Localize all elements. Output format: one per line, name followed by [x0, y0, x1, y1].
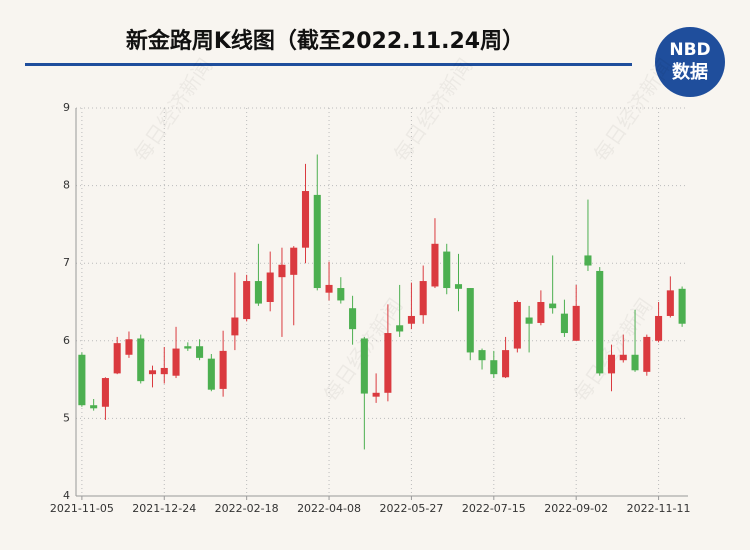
candle-body	[549, 303, 557, 309]
candle-body	[184, 346, 192, 349]
candle-body	[525, 317, 533, 324]
candle-body	[490, 360, 498, 375]
header-rule	[25, 63, 632, 66]
candle-body	[231, 317, 239, 336]
candle-body	[337, 288, 345, 301]
x-tick-label: 2022-09-02	[544, 502, 608, 515]
chart-title: 新金路周K线图（截至2022.11.24周）	[126, 28, 524, 54]
y-tick-label: 4	[63, 489, 70, 502]
watermark: 每日经济新闻	[589, 54, 677, 166]
candle-body	[78, 354, 86, 406]
x-tick-label: 2022-04-08	[297, 502, 361, 515]
candle-body	[125, 339, 133, 355]
candle-body	[301, 191, 310, 248]
candle-body	[266, 272, 274, 302]
y-tick-label: 9	[63, 101, 70, 114]
candle-body	[572, 305, 580, 341]
candle-body	[196, 346, 204, 358]
candle-body	[313, 194, 321, 289]
candle-body	[384, 333, 392, 393]
candle-body	[278, 264, 286, 278]
x-tick-label: 2022-05-27	[379, 502, 443, 515]
candle-body	[396, 325, 404, 332]
candle-body	[560, 313, 568, 334]
candle-body	[596, 270, 604, 374]
candle-body	[113, 343, 121, 374]
candle-body	[254, 281, 262, 304]
y-tick-label: 8	[63, 179, 70, 192]
candle-body	[290, 247, 298, 275]
x-tick-label: 2021-12-24	[132, 502, 196, 515]
candle-body	[172, 348, 180, 376]
candle-body	[584, 255, 592, 266]
watermark: 每日经济新闻	[129, 54, 217, 166]
candle-body	[454, 284, 463, 289]
logo-bottom: 数据	[672, 61, 708, 83]
candle-body	[607, 354, 616, 374]
candle-body	[360, 338, 368, 394]
candle-body	[643, 336, 651, 372]
x-tick-label: 2022-02-18	[215, 502, 279, 515]
candle-body	[101, 378, 109, 407]
candle-body	[502, 350, 510, 378]
y-tick-label: 6	[63, 334, 70, 347]
watermark: 每日经济新闻	[389, 54, 477, 166]
candle-body	[349, 308, 357, 330]
candle-body	[419, 281, 427, 316]
logo-top: NBD	[669, 40, 710, 60]
candle-body	[678, 288, 686, 324]
x-tick-label: 2021-11-05	[50, 502, 114, 515]
candle-body	[243, 281, 251, 320]
y-tick-label: 7	[63, 256, 70, 269]
candle-body	[443, 251, 451, 289]
candle-body	[619, 354, 627, 361]
candle-body	[666, 290, 674, 316]
candle-body	[466, 288, 474, 353]
candle-body	[160, 367, 168, 375]
candle-body	[148, 370, 157, 375]
candle-body	[431, 243, 439, 287]
candle-body	[537, 302, 545, 323]
candle-body	[372, 392, 380, 397]
candle-body	[90, 405, 98, 409]
logo	[655, 27, 725, 97]
candle-body	[207, 358, 215, 390]
candle-body	[655, 315, 663, 341]
candle-body	[631, 354, 639, 371]
candle-body	[137, 338, 145, 382]
y-tick-label: 5	[63, 411, 70, 424]
candle-body	[325, 284, 333, 293]
candle-body	[478, 350, 486, 361]
candle-body	[513, 302, 521, 349]
x-tick-label: 2022-11-11	[627, 502, 691, 515]
candle-body	[407, 315, 415, 324]
x-tick-label: 2022-07-15	[462, 502, 526, 515]
candle-body	[219, 350, 227, 389]
